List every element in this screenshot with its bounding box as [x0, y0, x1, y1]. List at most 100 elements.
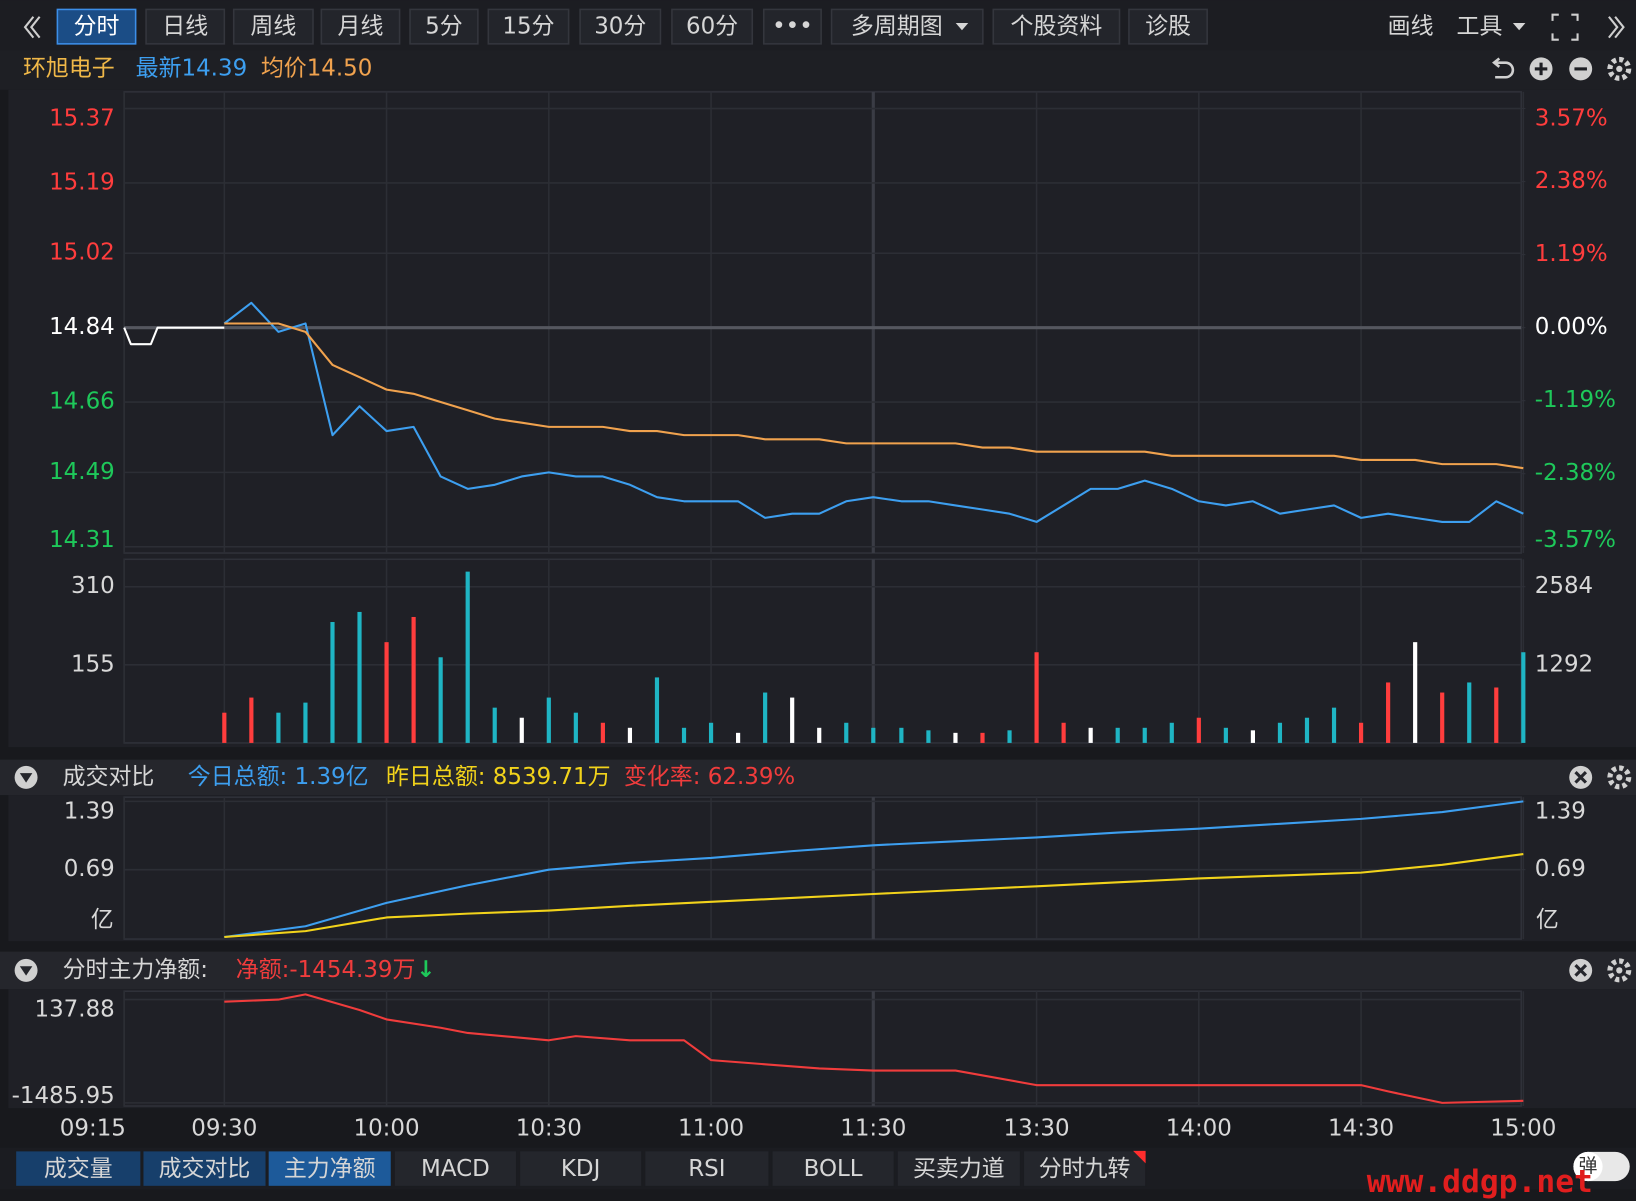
y2-tick-label: 2.38%: [1535, 168, 1608, 194]
bottom-tab[interactable]: [519, 1150, 643, 1187]
settings-icon[interactable]: [1607, 958, 1632, 983]
toolbar-button[interactable]: [487, 8, 570, 45]
toolbar-button-label[interactable]: 分时: [74, 14, 120, 40]
volume-bar: [1007, 730, 1012, 743]
toolbar-button[interactable]: [671, 8, 754, 45]
volume-bar: [1196, 717, 1201, 743]
y-tick-label: 1.39: [64, 798, 115, 824]
toolbar-button[interactable]: [232, 8, 314, 45]
volume-bar: [519, 717, 524, 743]
toolbar-button[interactable]: [992, 8, 1121, 45]
toolbar-button-label[interactable]: 15分: [502, 14, 554, 40]
toolbar-button[interactable]: [830, 8, 984, 45]
bottom-tab-label[interactable]: BOLL: [804, 1156, 863, 1182]
volume-bar: [438, 657, 443, 743]
bottom-tab-label[interactable]: KDJ: [561, 1156, 600, 1182]
toolbar-button[interactable]: [320, 8, 401, 45]
volume-bar: [330, 622, 335, 743]
toolbar-button[interactable]: [579, 8, 662, 45]
y-unit-label: 亿: [91, 907, 114, 933]
bottom-tab[interactable]: [1023, 1150, 1147, 1187]
volume-bar: [600, 722, 605, 743]
bottom-tab[interactable]: [771, 1150, 895, 1187]
bottom-tab-label[interactable]: RSI: [688, 1156, 725, 1182]
collapse-left-icon[interactable]: [29, 16, 41, 39]
volume-bar: [844, 722, 849, 743]
toolbar-button[interactable]: [409, 8, 479, 45]
bottom-tab-label[interactable]: 成交对比: [159, 1156, 251, 1182]
x-tick-label: 14:30: [1328, 1115, 1394, 1141]
close-panel-icon[interactable]: [1569, 958, 1593, 982]
toolbar-button[interactable]: [56, 8, 137, 45]
average-price: 均价14.50: [261, 55, 373, 81]
bottom-tab-label[interactable]: MACD: [421, 1156, 490, 1182]
toolbar-button[interactable]: [762, 8, 822, 45]
x-tick-label: 09:15: [60, 1115, 126, 1141]
bottom-tab-label[interactable]: 分时九转: [1039, 1156, 1131, 1182]
fullscreen-icon[interactable]: [1551, 13, 1579, 41]
settings-icon[interactable]: [1607, 56, 1632, 81]
volume-bar: [1413, 642, 1418, 743]
collapse-left-icon[interactable]: [23, 16, 35, 39]
bottom-tab[interactable]: [393, 1150, 517, 1187]
toolbar-button-label[interactable]: 5分: [425, 14, 463, 40]
bottom-tab[interactable]: [896, 1150, 1021, 1187]
volume-bar: [1440, 692, 1445, 743]
bottom-tab[interactable]: [15, 1150, 142, 1187]
x-tick-label: 11:30: [840, 1115, 906, 1141]
volume-bar: [1386, 682, 1391, 743]
expand-right-icon[interactable]: [1614, 16, 1625, 39]
bottom-tab[interactable]: [644, 1150, 770, 1187]
x-tick-label: 11:00: [678, 1115, 744, 1141]
collapse-panel-icon[interactable]: [14, 958, 38, 982]
volume-bar: [1034, 652, 1039, 743]
toolbar-button-label[interactable]: 个股资料: [1011, 14, 1103, 40]
header-bg: [0, 50, 1636, 90]
volume-bar: [1115, 727, 1120, 743]
toolbar-button-label[interactable]: 月线: [338, 14, 384, 40]
toolbar-button-label[interactable]: 日线: [162, 14, 208, 40]
zoom-in-icon[interactable]: [1529, 57, 1553, 81]
bottom-tab[interactable]: [267, 1150, 392, 1187]
popup-button[interactable]: [1573, 1151, 1630, 1182]
change-rate: 变化率: 62.39%: [624, 764, 795, 790]
bottom-tab-label[interactable]: 主力净额: [284, 1156, 376, 1182]
volume-bar: [1142, 727, 1147, 743]
toolbar-button-label[interactable]: 30分: [594, 14, 646, 40]
stock-name: 环旭电子: [23, 55, 115, 81]
legend-entry: 昨日总额: 8539.71万: [386, 764, 611, 790]
y-tick-label: 137.88: [35, 997, 115, 1023]
volume-bar: [1467, 682, 1472, 743]
undo-icon[interactable]: [1492, 57, 1515, 79]
volume-bar: [492, 707, 497, 743]
y2-unit-label: 亿: [1536, 907, 1559, 933]
toolbar-button-label[interactable]: 画线: [1388, 14, 1434, 40]
popup-button-label[interactable]: 弹: [1579, 1155, 1598, 1177]
x-tick-label: 10:00: [354, 1115, 420, 1141]
zoom-out-icon[interactable]: [1569, 57, 1593, 81]
toolbar-button[interactable]: [1128, 8, 1208, 45]
bottom-tab-label[interactable]: 买卖力道: [913, 1156, 1005, 1182]
bottom-tab-label[interactable]: 成交量: [44, 1156, 113, 1182]
x-tick-label: 10:30: [516, 1115, 582, 1141]
y2-tick-label: 1.19%: [1535, 241, 1608, 267]
toolbar-button-label[interactable]: 60分: [686, 14, 738, 40]
volume-bar: [926, 730, 931, 743]
bottom-tab[interactable]: [142, 1150, 267, 1187]
toolbar-button-label[interactable]: 周线: [250, 14, 296, 40]
net-amount: 净额:-1454.39万: [236, 957, 416, 983]
legend-entry: 今日总额: 1.39亿: [188, 764, 369, 790]
netflow-panel-bg: [8, 989, 1636, 1109]
close-panel-icon[interactable]: [1569, 765, 1593, 789]
x-tick-label: 09:30: [191, 1115, 257, 1141]
toolbar-button-label[interactable]: 工具: [1457, 14, 1503, 40]
toolbar-button-label[interactable]: •••: [772, 14, 813, 40]
collapse-panel-icon[interactable]: [14, 765, 38, 789]
toolbar-button[interactable]: [145, 8, 226, 45]
settings-icon[interactable]: [1607, 765, 1632, 790]
toolbar-button-label[interactable]: 多周期图: [851, 14, 943, 40]
y-tick-label: 0.69: [64, 856, 115, 882]
toolbar-button-label[interactable]: 诊股: [1145, 14, 1191, 40]
volume-bar: [1494, 687, 1499, 743]
expand-right-icon[interactable]: [1608, 16, 1619, 39]
